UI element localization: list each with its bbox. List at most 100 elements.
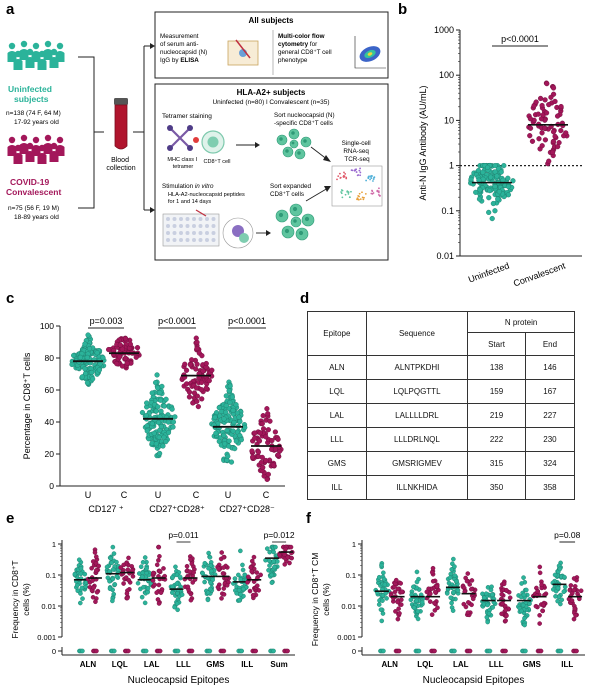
b-point-uninfected [486, 209, 492, 216]
plate-well [205, 231, 209, 235]
e-point-uninfected [238, 548, 243, 554]
f-point-uninfected [411, 584, 416, 590]
e-point-zero [239, 648, 245, 654]
e-point-convalescent [156, 601, 162, 606]
c-point-convalescent [117, 342, 123, 348]
mhc-label: MHC class I tetramer [167, 157, 198, 170]
umap-point [338, 172, 341, 175]
person-body [19, 49, 29, 60]
c-point-uninfected [213, 430, 219, 436]
c-point-convalescent [264, 476, 270, 482]
header-end: End [524, 332, 576, 356]
c-point-convalescent [195, 403, 201, 410]
e-point-convalescent [156, 582, 162, 588]
person-head [38, 50, 46, 58]
plate-well [172, 217, 177, 221]
e-point-uninfected [110, 544, 116, 550]
plate-well [198, 224, 203, 228]
panel-d: d [300, 290, 309, 307]
c-point-convalescent [122, 336, 129, 342]
f-point-convalescent [504, 587, 509, 593]
umap-point [361, 191, 363, 194]
plate-well [166, 231, 170, 235]
covid-title: COVID-19 Convalescent [6, 177, 61, 197]
f-point-zero [558, 648, 564, 654]
table-row: GMS GMSRIGMEV 315 324 [307, 451, 576, 476]
e-point-uninfected [78, 565, 84, 571]
sort2-label: Sort expanded CD8⁺T cells [270, 183, 313, 198]
b-point-uninfected [488, 174, 494, 180]
flow-plot-icon [354, 36, 386, 69]
plate-well [185, 231, 190, 235]
arrow-3 [305, 187, 329, 202]
f-x-tick-label: GMS [523, 660, 542, 669]
e-point-uninfected [202, 579, 207, 585]
e-point-convalescent [150, 578, 156, 583]
c-point-uninfected [228, 459, 235, 465]
table-cell-end: 146 [524, 355, 576, 380]
panel-c: c 100 80 60 40 20 0 Percentage in CD8⁺T cells U… [6, 290, 285, 514]
e-point-uninfected [110, 598, 115, 604]
umap-point [340, 189, 343, 191]
e-point-convalescent [155, 597, 161, 602]
c-point-uninfected [84, 380, 91, 386]
c-point-convalescent [267, 418, 273, 424]
c-point-convalescent [183, 367, 190, 373]
b-point-convalescent [554, 113, 561, 119]
person-body [37, 59, 47, 70]
c-point-convalescent [260, 464, 266, 471]
e-point-uninfected [114, 559, 119, 565]
umap-point [343, 171, 345, 174]
f-point-convalescent [499, 592, 504, 597]
c-group-label: CD27⁺CD28⁺ [149, 504, 205, 514]
e-point-zero [94, 648, 99, 654]
blood-collection-label: Blood collection [106, 157, 135, 172]
table-row: ILL ILLNKHIDA 350 358 [307, 475, 576, 500]
covid-age: 18-89 years old [14, 214, 59, 221]
umap-point [355, 171, 358, 173]
e-point-uninfected [269, 580, 275, 585]
e-point-uninfected [272, 564, 277, 570]
c-point-convalescent [209, 367, 215, 373]
umap-point [369, 175, 372, 178]
uninfected-title-l1: Uninfected [8, 84, 52, 94]
b-x-label: Convalescent [512, 260, 567, 288]
c-point-uninfected [153, 441, 159, 447]
c-point-uninfected [223, 402, 229, 409]
e-point-uninfected [145, 589, 151, 595]
plate-well [211, 231, 216, 235]
c-tick-label: 20 [45, 449, 55, 459]
person-body [37, 153, 47, 164]
c-pvalue: p<0.0001 [158, 316, 196, 326]
umap-point [344, 193, 347, 196]
f-point-uninfected [520, 602, 526, 608]
stim2-l2: for 1 and 14 days [168, 199, 211, 205]
c-point-convalescent [270, 462, 277, 468]
plate-well [192, 231, 196, 235]
f-point-convalescent [539, 582, 544, 588]
e-point-zero [175, 648, 181, 654]
c-point-convalescent [259, 454, 265, 460]
e-point-uninfected [267, 549, 272, 555]
e-point-convalescent [150, 570, 156, 576]
e-tick-label: 0.1 [46, 571, 56, 580]
b-tick-label: 0.1 [441, 206, 454, 216]
f-point-convalescent [392, 589, 398, 595]
flow-text: Multi-color flow cytometry for general C… [278, 33, 333, 64]
header-start: Start [467, 332, 526, 356]
e-point-uninfected [140, 570, 146, 576]
hla-title: HLA-A2+ subjects [237, 88, 306, 97]
umap-point [342, 175, 345, 178]
f-point-convalescent [537, 613, 542, 618]
c-group-label: CD127 ⁺ [88, 504, 124, 514]
f-point-convalescent [398, 581, 404, 586]
umap-point [358, 195, 360, 198]
b-point-uninfected [475, 168, 482, 174]
e-point-uninfected [207, 586, 213, 592]
c-point-uninfected [232, 446, 238, 452]
c-point-uninfected [82, 370, 89, 377]
c-point-convalescent [260, 426, 267, 432]
e-point-uninfected [236, 587, 242, 593]
stim2-label: HLA-A2-nucleocapsid peptides for 1 and 1… [168, 192, 246, 205]
plate-well [192, 217, 196, 221]
